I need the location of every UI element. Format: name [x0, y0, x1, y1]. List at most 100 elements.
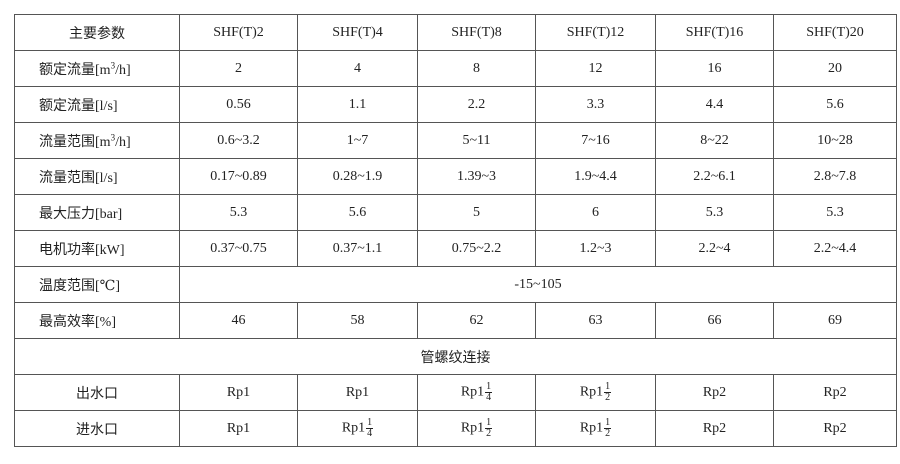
row-label-cell: 温度范围[℃]	[14, 266, 180, 303]
connection-title-row: 管螺纹连接	[14, 338, 897, 375]
value-cell: 2.8~7.8	[773, 158, 897, 195]
value-cell: 2.2	[417, 86, 536, 123]
value-cell: 5	[417, 194, 536, 231]
value-cell: 16	[655, 50, 774, 87]
value-cell: 66	[655, 302, 774, 339]
table-row: 额定流量[m3/h] 2 4 8 12 16 20	[14, 50, 897, 87]
row-label-cell: 额定流量[m3/h]	[14, 50, 180, 87]
value-cell: 5.6	[773, 86, 897, 123]
value-cell: 1.2~3	[535, 230, 656, 267]
value-cell: 63	[535, 302, 656, 339]
row-label-suffix: /h]	[115, 134, 131, 150]
value-cell: 4.4	[655, 86, 774, 123]
value-cell: 5.3	[179, 194, 298, 231]
model-header-cell: SHF(T)8	[417, 14, 536, 51]
pump-parameter-table: 主要参数 SHF(T)2 SHF(T)4 SHF(T)8 SHF(T)12 SHF(T)1…	[14, 14, 897, 447]
value-cell: 0.56	[179, 86, 298, 123]
temperature-row: 温度范围[℃] -15~105	[14, 266, 897, 303]
thread-size-cell: Rp1 1 2	[417, 410, 536, 447]
section-title-cell: 管螺纹连接	[14, 338, 897, 375]
value-cell: 58	[297, 302, 418, 339]
value-cell: 2.2~4.4	[773, 230, 897, 267]
fraction-denominator: 4	[486, 392, 492, 403]
row-label-cell: 流量范围[m3/h]	[14, 122, 180, 159]
table-row: 最大压力[bar] 5.3 5.6 5 6 5.3 5.3	[14, 194, 897, 231]
fraction-numerator: 1	[604, 381, 612, 393]
model-header-cell: SHF(T)12	[535, 14, 656, 51]
thread-base: Rp1	[579, 384, 604, 400]
thread-size-cell: Rp2	[773, 374, 897, 411]
temperature-value-cell: -15~105	[179, 266, 897, 303]
row-label-cell: 额定流量[l/s]	[14, 86, 180, 123]
value-cell: 1.39~3	[417, 158, 536, 195]
row-label-suffix: /h]	[115, 62, 131, 78]
value-cell: 0.37~1.1	[297, 230, 418, 267]
thread-base: Rp2	[702, 384, 727, 400]
value-cell: 5.6	[297, 194, 418, 231]
value-cell: 6	[535, 194, 656, 231]
row-label: 最大压力[bar]	[39, 206, 123, 222]
thread-size-cell: Rp1	[179, 374, 298, 411]
fraction-denominator: 4	[367, 428, 373, 439]
value-cell: 1.1	[297, 86, 418, 123]
value-cell: 0.28~1.9	[297, 158, 418, 195]
header-row: 主要参数 SHF(T)2 SHF(T)4 SHF(T)8 SHF(T)12 SHF(T)1…	[14, 14, 897, 51]
table-row: 电机功率[kW] 0.37~0.75 0.37~1.1 0.75~2.2 1.2~3 2.…	[14, 230, 897, 267]
row-label: 流量范围[l/s]	[39, 170, 118, 186]
thread-base: Rp2	[823, 384, 847, 400]
value-cell: 5~11	[417, 122, 536, 159]
thread-base: Rp1	[226, 384, 251, 400]
value-cell: 10~28	[773, 122, 897, 159]
value-cell: 2.2~4	[655, 230, 774, 267]
row-label: 额定流量[m	[39, 62, 111, 78]
table-row: 流量范围[m3/h] 0.6~3.2 1~7 5~11 7~16 8~22 10~28	[14, 122, 897, 159]
value-cell: 12	[535, 50, 656, 87]
table-row: 额定流量[l/s] 0.56 1.1 2.2 3.3 4.4 5.6	[14, 86, 897, 123]
fraction-numerator: 1	[604, 417, 612, 429]
fraction-denominator: 2	[486, 428, 492, 439]
row-label-cell: 进水口	[14, 410, 180, 447]
thread-size-cell: Rp2	[773, 410, 897, 447]
thread-size-cell: Rp1	[179, 410, 298, 447]
value-cell: 8~22	[655, 122, 774, 159]
inlet-row: 进水口 Rp1 Rp1 1 4 Rp1 1 2 Rp1 1 2 Rp2 Rp2	[14, 410, 897, 447]
value-cell: 0.6~3.2	[179, 122, 298, 159]
table-row: 流量范围[l/s] 0.17~0.89 0.28~1.9 1.39~3 1.9~4.4 2…	[14, 158, 897, 195]
fraction-denominator: 2	[605, 428, 611, 439]
model-header-cell: SHF(T)20	[773, 14, 897, 51]
thread-base: Rp2	[702, 420, 727, 436]
value-cell: 1~7	[297, 122, 418, 159]
row-label: 额定流量[l/s]	[39, 98, 118, 114]
value-cell: 0.17~0.89	[179, 158, 298, 195]
thread-base: Rp2	[823, 420, 847, 436]
thread-size-cell: Rp2	[655, 374, 774, 411]
model-header-cell: SHF(T)16	[655, 14, 774, 51]
value-cell: 0.37~0.75	[179, 230, 298, 267]
header-label-cell: 主要参数	[14, 14, 180, 51]
fraction-numerator: 1	[485, 381, 493, 393]
thread-base: Rp1	[460, 420, 485, 436]
value-cell: 3.3	[535, 86, 656, 123]
thread-size-cell: Rp1 1 2	[535, 374, 656, 411]
value-cell: 2	[179, 50, 298, 87]
value-cell: 5.3	[655, 194, 774, 231]
efficiency-row: 最高效率[%] 46 58 62 63 66 69	[14, 302, 897, 339]
value-cell: 46	[179, 302, 298, 339]
superscript: 3	[110, 59, 116, 70]
value-cell: 7~16	[535, 122, 656, 159]
thread-size-cell: Rp2	[655, 410, 774, 447]
value-cell: 8	[417, 50, 536, 87]
value-cell: 0.75~2.2	[417, 230, 536, 267]
row-label: 流量范围[m	[39, 134, 111, 150]
value-cell: 5.3	[773, 194, 897, 231]
thread-size-cell: Rp1 1 2	[535, 410, 656, 447]
thread-size-cell: Rp1 1 4	[297, 410, 418, 447]
value-cell: 4	[297, 50, 418, 87]
fraction-denominator: 2	[605, 392, 611, 403]
thread-base: Rp1	[579, 420, 604, 436]
superscript: 3	[110, 131, 116, 142]
row-label-cell: 流量范围[l/s]	[14, 158, 180, 195]
